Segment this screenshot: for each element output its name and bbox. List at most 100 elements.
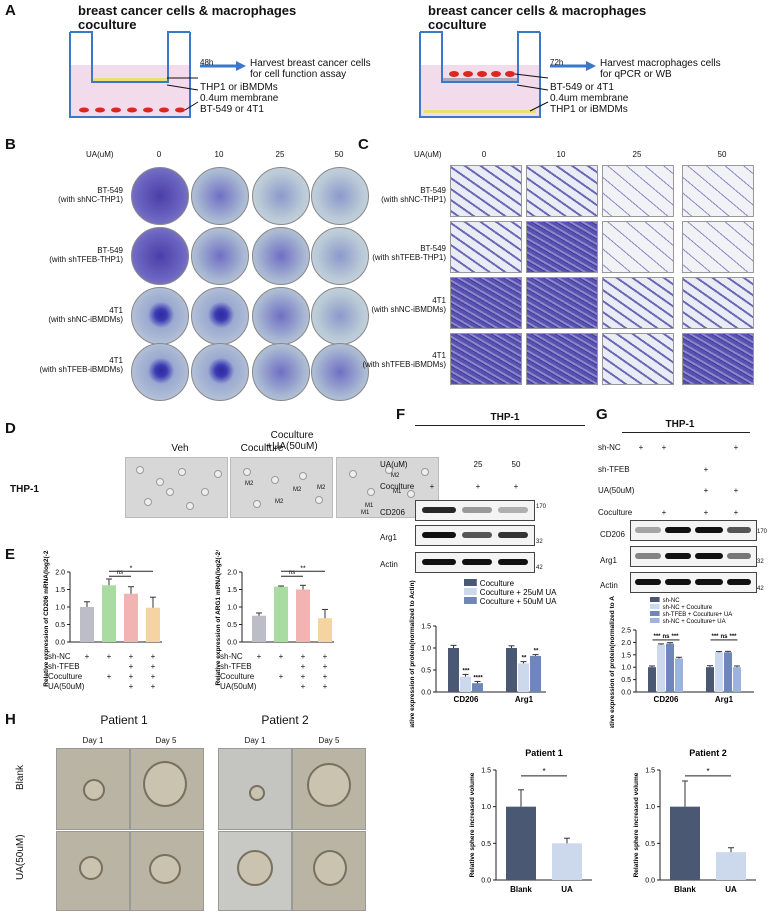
plus-mark: + <box>106 652 112 661</box>
panel-label-g: G <box>596 406 608 423</box>
plus-mark: + <box>513 482 519 491</box>
plus-mark: + <box>733 508 739 517</box>
y-tick-label: 2.0 <box>227 570 237 577</box>
blot-label-arg1: Arg1 <box>380 533 397 542</box>
panel-f-coculture: Coculture <box>380 482 415 491</box>
microscopy-coculture: M2 M2 M2 M2 <box>230 457 333 518</box>
panel-a-right-harvest: Harvest macrophages cells for qPCR or WB <box>600 58 721 80</box>
organoid-image <box>218 831 292 911</box>
bar <box>657 644 665 692</box>
legend-swatch <box>464 579 477 586</box>
plus-mark: + <box>661 443 667 452</box>
bar <box>102 585 116 642</box>
colony-dish <box>252 287 310 345</box>
plus-mark: + <box>322 662 328 671</box>
chart-f: 0.0 0.5 1.0 1.5 Relative expression of prote… <box>409 579 557 728</box>
organoid-image <box>130 831 204 911</box>
organoid-image <box>218 748 292 830</box>
colony-dish <box>311 343 369 401</box>
plus-mark: + <box>638 443 644 452</box>
legend-entry: sh-NC <box>663 598 681 604</box>
y-axis-label: Relative sphere increased volume <box>633 772 640 877</box>
y-tick-label: 0.0 <box>227 640 237 647</box>
x-tick-label: Arg1 <box>515 695 534 704</box>
panel-d-row-label: THP-1 <box>10 484 39 495</box>
panel-label-b: B <box>5 136 16 153</box>
panel-b-row-label: BT-549 (with shNC-THP1) <box>58 186 123 204</box>
y-tick-label: 0.5 <box>645 841 655 848</box>
plus-mark: + <box>128 672 134 681</box>
patient-1-title: Patient 1 <box>100 713 148 727</box>
panel-b-row-label: 4T1 (with shNC-iBMDMs) <box>48 306 123 324</box>
y-tick-label: 1.0 <box>227 605 237 612</box>
transwell-image <box>602 165 674 217</box>
chart-title: Patient 2 <box>689 748 727 758</box>
mw-marker: 42 <box>757 586 764 592</box>
bar <box>506 648 517 692</box>
legend-entry: sh-NC + Coculture <box>663 605 713 611</box>
plus-mark: + <box>300 652 306 661</box>
bar <box>715 652 723 692</box>
sig-star: ** <box>300 565 306 572</box>
plus-mark: + <box>106 672 112 681</box>
y-tick-label: 0.0 <box>645 878 655 885</box>
y-axis-label: Relative expression of ARG1 mRNA(log2(-2… <box>214 550 222 686</box>
patient-2-title: Patient 2 <box>261 713 309 727</box>
sig-label: *** <box>671 634 679 640</box>
legend-swatch <box>650 597 660 602</box>
x-tick-label: UA <box>561 885 573 894</box>
panel-f-ua: UA(uM) <box>380 460 408 469</box>
chart-e2: 0.0 0.5 1.0 1.5 2.0 Relative expression of AR… <box>214 550 334 686</box>
blot-label-cd206: CD206 <box>600 530 625 539</box>
western-blot-cd206 <box>630 520 757 541</box>
bar <box>146 607 160 642</box>
plus-mark: + <box>256 652 262 661</box>
panel-c-ua-label: UA(uM) <box>414 150 442 159</box>
mw-marker: 32 <box>536 539 543 545</box>
sig-ns: ns <box>289 570 295 576</box>
chart-g: 0.0 0.5 1.0 1.5 2.0 2.5 Relative expression of… <box>609 596 754 728</box>
bar <box>506 806 536 880</box>
organoid-image <box>56 748 130 830</box>
panel-b-ua-label: UA(uM) <box>86 150 114 159</box>
sig-label: *** <box>462 668 470 674</box>
colony-dish <box>252 167 310 225</box>
y-tick-label: 0.5 <box>481 841 491 848</box>
plus-mark: + <box>322 682 328 691</box>
panel-c-dose-1: 10 <box>556 150 566 159</box>
chart-h2: 0.0 0.5 1.0 1.5 Relative sphere increased vo… <box>633 748 756 894</box>
colony-dish <box>252 343 310 401</box>
western-blot-actin <box>415 552 535 573</box>
plus-mark: + <box>150 652 156 661</box>
panel-g-cond: Coculture <box>598 508 633 517</box>
panel-g-cell: THP-1 <box>665 419 695 430</box>
panel-b-dose-2: 25 <box>275 150 285 159</box>
colony-dish <box>131 227 189 285</box>
panel-a-left-time: 48h <box>200 58 214 67</box>
panel-b-dose-3: 50 <box>334 150 344 159</box>
y-tick-label: 1.0 <box>621 665 631 672</box>
organoid-image <box>56 831 130 911</box>
x-tick-label: CD206 <box>454 695 479 704</box>
bar <box>670 806 700 880</box>
chart-h1: 0.0 0.5 1.0 1.5 Relative sphere increased vo… <box>469 748 592 894</box>
microscopy-coculture-ua: M2 M1 M1 M1 <box>336 457 439 518</box>
colony-dish <box>131 343 189 401</box>
plus-mark: + <box>300 662 306 671</box>
mw-marker: 170 <box>757 529 768 535</box>
y-tick-label: 1.0 <box>645 804 655 811</box>
plus-mark: + <box>475 482 481 491</box>
panel-b-dose-0: 0 <box>156 150 162 159</box>
colony-dish <box>191 227 249 285</box>
legend-swatch <box>650 611 660 616</box>
bar <box>716 852 746 880</box>
plus-mark: + <box>661 508 667 517</box>
mw-marker: 32 <box>757 559 764 565</box>
sig-label: ** <box>522 656 527 662</box>
transwell-image <box>602 221 674 273</box>
legend-entry: Coculture + 25uM UA <box>480 588 557 597</box>
bar <box>448 648 459 692</box>
panel-a-right-upper: BT-549 or 4T1 <box>550 82 614 93</box>
blot-label-actin: Actin <box>600 581 618 590</box>
western-blot-arg1 <box>630 546 757 567</box>
